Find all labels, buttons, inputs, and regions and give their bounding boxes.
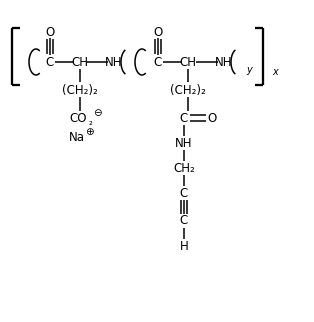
Text: Na: Na — [69, 130, 85, 144]
Text: C: C — [180, 111, 188, 125]
Text: O: O — [153, 25, 163, 39]
Text: CH: CH — [180, 55, 197, 69]
Text: x: x — [272, 67, 278, 77]
Text: ⊖: ⊖ — [93, 108, 101, 118]
Text: NH: NH — [105, 55, 123, 69]
Text: H: H — [180, 240, 188, 252]
Text: (CH₂)₂: (CH₂)₂ — [170, 83, 206, 97]
Text: O: O — [207, 111, 217, 125]
Text: NH: NH — [175, 137, 193, 149]
Text: y: y — [246, 65, 252, 75]
Text: O: O — [46, 25, 55, 39]
Text: C: C — [180, 186, 188, 200]
Text: C: C — [154, 55, 162, 69]
Text: CO: CO — [69, 111, 87, 125]
Text: CH: CH — [72, 55, 89, 69]
Text: CH₂: CH₂ — [173, 162, 195, 175]
Text: ⊕: ⊕ — [85, 127, 93, 137]
Text: C: C — [46, 55, 54, 69]
Text: NH: NH — [215, 55, 233, 69]
Text: (CH₂)₂: (CH₂)₂ — [62, 83, 98, 97]
Text: ₂: ₂ — [89, 117, 93, 127]
Text: C: C — [180, 214, 188, 228]
